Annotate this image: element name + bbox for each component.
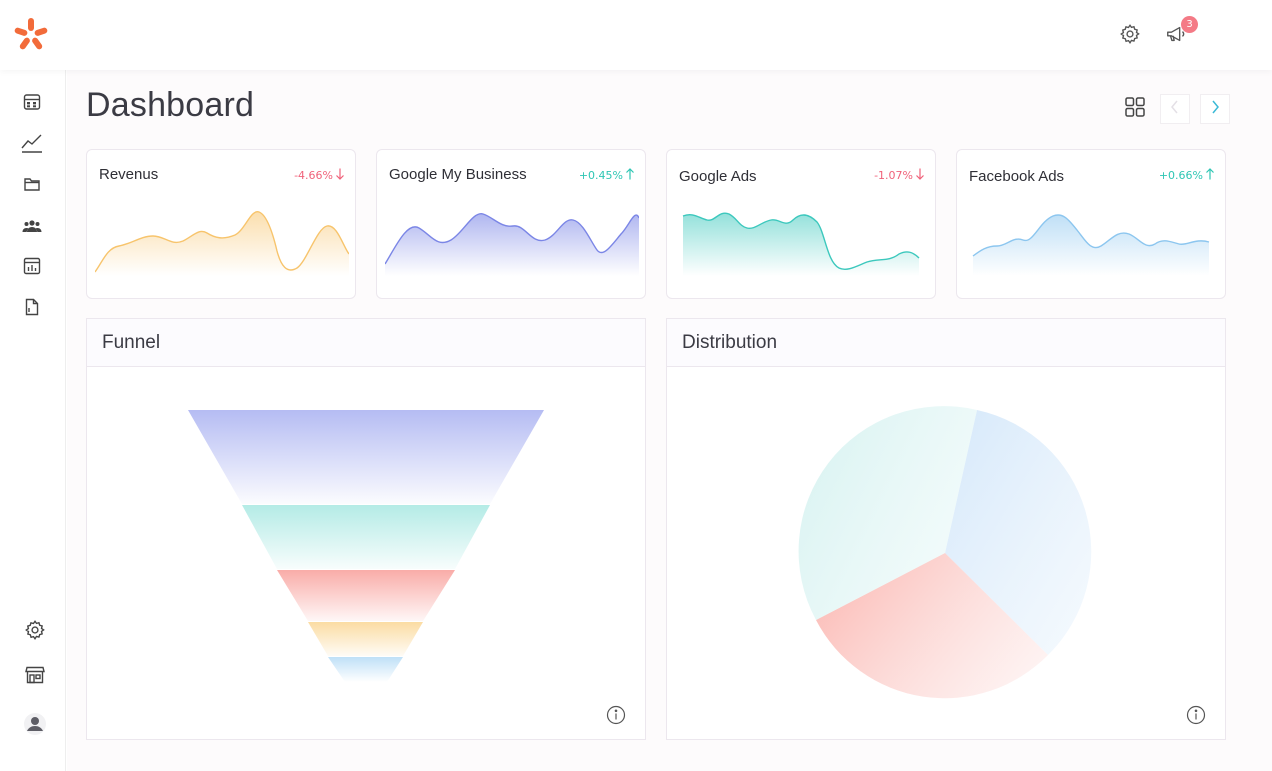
- funnel-stage-5[interactable]: [328, 657, 403, 682]
- kpi-card-revenus[interactable]: Revenus -4.66%: [86, 149, 356, 299]
- sidebar-item-profile[interactable]: [20, 711, 50, 741]
- sidebar-item-files[interactable]: [17, 171, 47, 201]
- layout-toggle-button[interactable]: [1120, 95, 1150, 123]
- arrow-up-icon: [625, 168, 635, 183]
- distribution-pie-chart: [798, 406, 1092, 699]
- users-icon: [22, 219, 42, 238]
- sidebar-item-analytics[interactable]: [17, 130, 47, 160]
- card-delta: +0.66%: [1159, 168, 1215, 183]
- pie-slice-teal[interactable]: [798, 406, 977, 620]
- sidebar-item-settings[interactable]: [20, 617, 50, 647]
- kpi-card-google-ads[interactable]: Google Ads -1.07%: [666, 149, 936, 299]
- sparkline-chart: [682, 212, 920, 276]
- sidebar-item-calendar[interactable]: [17, 89, 47, 119]
- document-icon: [25, 298, 39, 321]
- gear-icon: [24, 619, 46, 646]
- calendar-grid-icon: [23, 93, 41, 116]
- sparkline-chart: [385, 213, 639, 276]
- folder-icon: [24, 177, 40, 196]
- top-bar: 3: [0, 0, 1272, 70]
- delta-value: -1.07%: [874, 169, 913, 182]
- panel-header: Distribution: [667, 319, 1225, 367]
- card-title: Revenus: [99, 166, 159, 183]
- sidebar-item-documents[interactable]: [17, 294, 47, 324]
- sidebar-item-users[interactable]: [17, 213, 47, 243]
- sidebar-item-reports[interactable]: [17, 253, 47, 283]
- arrow-down-icon: [915, 168, 925, 183]
- main-content: Dashboard Revenus -4.66%: [67, 70, 1272, 771]
- next-button[interactable]: [1200, 94, 1230, 124]
- pie-slice-light-blue[interactable]: [945, 410, 1092, 655]
- info-icon: [606, 705, 626, 730]
- user-avatar-icon: [24, 712, 46, 740]
- card-title: Google Ads: [679, 168, 757, 185]
- delta-value: +0.45%: [578, 169, 623, 182]
- page-title: Dashboard: [86, 86, 255, 124]
- report-icon: [23, 257, 41, 280]
- arrow-down-icon: [335, 168, 345, 183]
- panel-title: Funnel: [102, 331, 161, 353]
- megaphone-icon: [1165, 23, 1187, 50]
- sidebar-item-store[interactable]: [20, 662, 50, 692]
- funnel-stage-4[interactable]: [308, 622, 423, 656]
- notification-badge: 3: [1181, 16, 1198, 33]
- panel-title: Distribution: [682, 331, 778, 353]
- funnel-stage-2[interactable]: [242, 505, 490, 569]
- delta-value: +0.66%: [1158, 169, 1203, 182]
- previous-button[interactable]: [1160, 94, 1190, 124]
- store-icon: [25, 666, 45, 689]
- card-title: Facebook Ads: [969, 168, 1065, 185]
- arrow-up-icon: [1205, 168, 1215, 183]
- card-delta: -1.07%: [874, 168, 925, 183]
- brand-logo[interactable]: [14, 18, 48, 52]
- funnel-panel: Funnel: [86, 318, 646, 740]
- card-delta: -4.66%: [294, 168, 345, 183]
- distribution-info-button[interactable]: [1186, 705, 1206, 730]
- sparkline-chart: [972, 214, 1210, 276]
- distribution-panel: Distribution: [666, 318, 1226, 740]
- card-delta: +0.45%: [579, 168, 635, 183]
- notifications-button[interactable]: 3: [1162, 16, 1198, 50]
- info-icon: [1186, 705, 1206, 730]
- funnel-stage-1[interactable]: [188, 410, 544, 504]
- funnel-stage-3[interactable]: [277, 570, 455, 621]
- line-chart-icon: [21, 133, 43, 158]
- panel-header: Funnel: [87, 319, 645, 367]
- settings-button[interactable]: [1116, 22, 1144, 50]
- kpi-card-google-my-business[interactable]: Google My Business +0.45%: [376, 149, 646, 299]
- pie-slice-red[interactable]: [816, 553, 1048, 699]
- funnel-chart: [188, 410, 544, 682]
- gear-icon: [1119, 23, 1141, 50]
- delta-value: -4.66%: [294, 169, 333, 182]
- kpi-card-facebook-ads[interactable]: Facebook Ads +0.66%: [956, 149, 1226, 299]
- chevron-left-icon: [1170, 100, 1180, 119]
- grid-view-icon: [1124, 96, 1146, 123]
- chevron-right-icon: [1210, 100, 1220, 119]
- funnel-info-button[interactable]: [606, 705, 626, 730]
- card-title: Google My Business: [389, 166, 527, 183]
- sparkline-chart: [95, 211, 349, 276]
- sidebar: [0, 70, 66, 771]
